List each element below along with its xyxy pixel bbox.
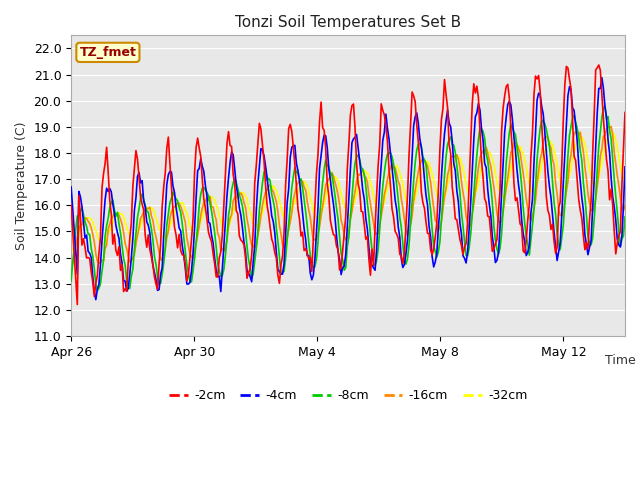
X-axis label: Time: Time — [605, 354, 636, 367]
Legend: -2cm, -4cm, -8cm, -16cm, -32cm: -2cm, -4cm, -8cm, -16cm, -32cm — [164, 384, 532, 408]
Y-axis label: Soil Temperature (C): Soil Temperature (C) — [15, 121, 28, 250]
Title: Tonzi Soil Temperatures Set B: Tonzi Soil Temperatures Set B — [235, 15, 461, 30]
Text: TZ_fmet: TZ_fmet — [79, 46, 136, 59]
